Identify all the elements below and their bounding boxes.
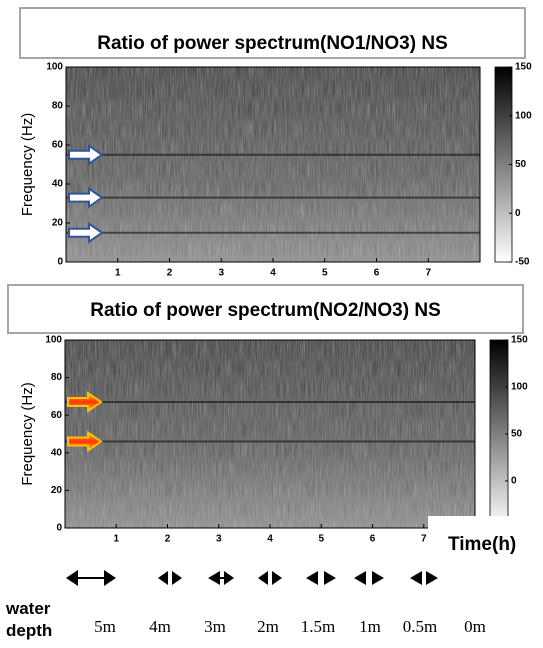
indicator-arrow: [67, 391, 103, 413]
y-tick-label: 40: [52, 179, 64, 190]
x-tick-label: 1: [113, 534, 119, 545]
x-tick-label: 6: [374, 268, 380, 279]
x-tick-label: 1: [115, 268, 121, 279]
y-tick-label: 60: [51, 410, 63, 421]
depth-label: 5m: [94, 617, 116, 636]
indicator-arrow: [68, 221, 104, 244]
x-tick-label: 2: [165, 534, 171, 545]
y-tick-label: 20: [52, 218, 64, 229]
x-tick-label: 3: [216, 534, 222, 545]
depth-label: 1m: [359, 617, 381, 636]
depth-label: 0.5m: [403, 617, 437, 636]
indicator-arrow: [68, 143, 104, 166]
indicator-arrow: [68, 186, 104, 209]
x-tick-label: 6: [370, 534, 376, 545]
y-axis-label: Frequency (Hz): [19, 382, 36, 485]
x-tick-label: 5: [322, 268, 328, 279]
x-tick-label: 5: [318, 534, 324, 545]
y-tick-label: 40: [51, 447, 63, 458]
y-axis-label: Frequency (Hz): [19, 113, 36, 216]
depth-label: 3m: [204, 617, 226, 636]
y-tick-label: 0: [56, 523, 62, 534]
colorbar-tick-label: 150: [515, 62, 532, 73]
span-arrows: [66, 570, 438, 586]
chart-title: Ratio of power spectrum(NO2/NO3) NS: [90, 300, 441, 321]
depth-label: 4m: [149, 617, 171, 636]
colorbar-tick-label: 150: [511, 335, 528, 346]
title-box: [7, 284, 524, 334]
y-tick-label: 60: [52, 140, 64, 151]
depth-label: 2m: [257, 617, 279, 636]
y-tick-label: 0: [57, 257, 63, 268]
colorbar-tick-label: 0: [511, 476, 517, 487]
x-tick-label: 4: [267, 534, 273, 545]
colorbar-tick-label: 50: [515, 159, 527, 170]
y-tick-label: 80: [52, 101, 64, 112]
colorbar-tick-label: 50: [511, 429, 523, 440]
indicator-arrow: [67, 430, 103, 453]
depth-label: 1.5m: [301, 617, 335, 636]
y-tick-label: 100: [46, 62, 63, 73]
colorbar-tick-label: 100: [511, 382, 528, 393]
title-box: [19, 7, 526, 59]
x-tick-label: 3: [218, 268, 224, 279]
x-tick-label: 7: [421, 534, 427, 545]
spectrogram-noise: [66, 67, 480, 262]
x-axis-label: Time(h): [448, 534, 516, 555]
spectrogram-noise: [65, 340, 475, 528]
colorbar-tick-label: 100: [515, 110, 532, 121]
y-tick-label: 20: [51, 485, 63, 496]
y-tick-label: 80: [51, 372, 63, 383]
x-tick-label: 4: [270, 268, 276, 279]
y-tick-label: 100: [45, 335, 62, 346]
x-tick-label: 7: [425, 268, 431, 279]
x-label-box: [428, 516, 543, 566]
colorbar-tick-label: 0: [515, 208, 521, 219]
x-tick-label: 2: [167, 268, 173, 279]
depth-label: 0m: [464, 617, 486, 636]
water-depth-label: water depth: [6, 599, 53, 640]
colorbar-tick-label: -50: [515, 257, 530, 268]
chart-title: Ratio of power spectrum(NO1/NO3) NS: [97, 33, 448, 54]
